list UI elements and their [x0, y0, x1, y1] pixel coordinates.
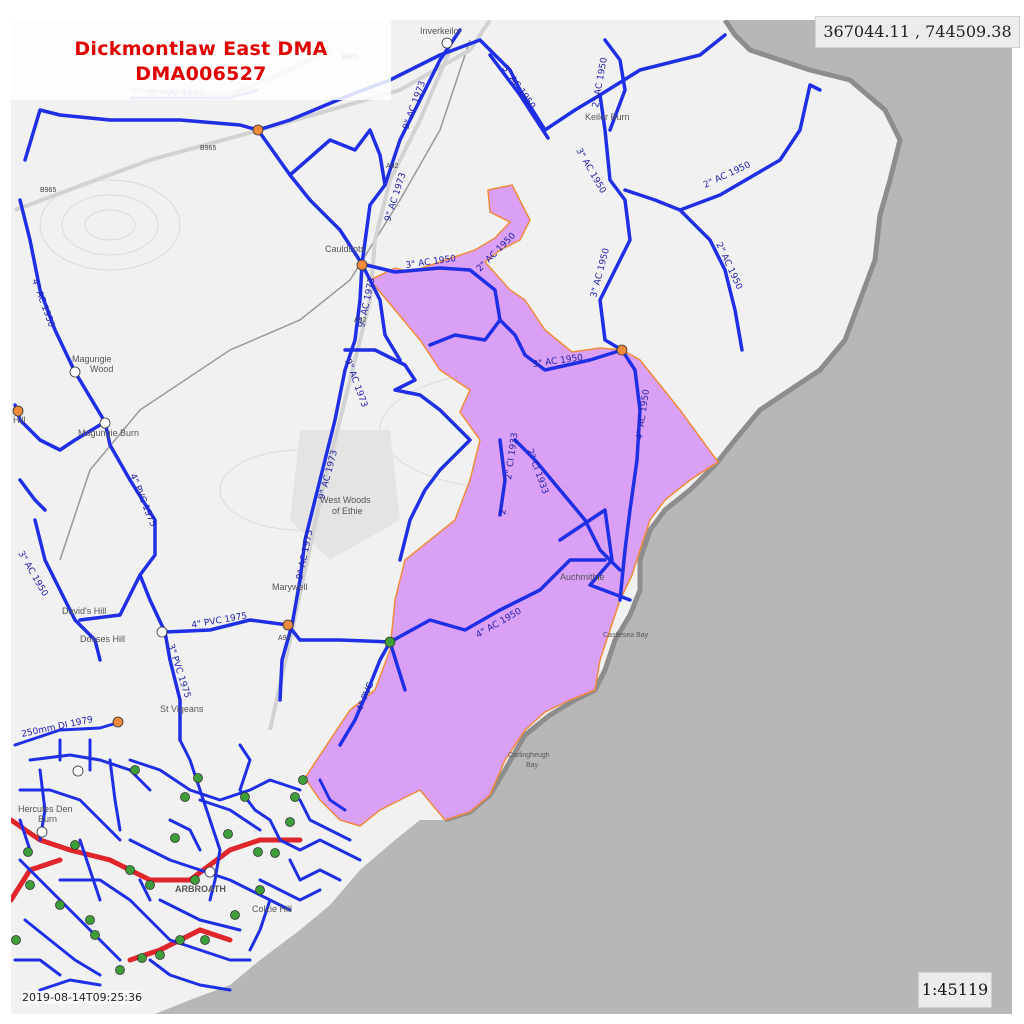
valve-white-marker[interactable] — [441, 37, 453, 49]
pipe-label: 4" AC 1950 — [29, 278, 56, 329]
valve-green-marker[interactable] — [130, 765, 140, 775]
place-label: Carlingheugh — [508, 752, 550, 759]
map-canvas[interactable]: Inverkeilor Keilor Burn Cauldcots Magung… — [11, 20, 1012, 1014]
pipe-label: 2" — [498, 504, 510, 515]
valve-green-marker[interactable] — [23, 847, 33, 857]
valve-white-marker[interactable] — [72, 765, 84, 777]
valve-green-marker[interactable] — [55, 900, 65, 910]
pipe-label: 4" PVC 1975 — [127, 472, 157, 528]
valve-green-marker[interactable] — [125, 865, 135, 875]
railway-line — [59, 39, 471, 561]
valve-green-marker[interactable] — [298, 775, 308, 785]
valve-green-marker[interactable] — [384, 636, 396, 648]
pipe-label: 3" AC 1950 — [573, 147, 607, 196]
place-label: Inverkeilor — [420, 26, 462, 36]
valve-green-marker[interactable] — [145, 880, 155, 890]
coordinate-readout: 367044.11 , 744509.38 — [815, 16, 1020, 48]
map-title-panel: Dickmontlaw East DMA DMA006527 — [11, 20, 391, 100]
map-svg: Inverkeilor Keilor Burn Cauldcots Magung… — [11, 20, 1012, 1014]
valve-green-marker[interactable] — [193, 773, 203, 783]
place-label: Magungie Burn — [78, 428, 139, 438]
valve-white-marker[interactable] — [204, 866, 216, 878]
place-label: Hill — [13, 415, 26, 425]
place-label: of Ethie — [332, 506, 363, 516]
place-label: Colzie Hill — [252, 904, 292, 914]
valve-green-marker[interactable] — [290, 792, 300, 802]
valve-green-marker[interactable] — [137, 953, 147, 963]
valve-green-marker[interactable] — [155, 950, 165, 960]
valve-orange-marker[interactable] — [252, 124, 264, 136]
valve-green-marker[interactable] — [170, 833, 180, 843]
valve-green-marker[interactable] — [270, 848, 280, 858]
sea-area — [155, 20, 1012, 1014]
valve-green-marker[interactable] — [240, 792, 250, 802]
valve-white-marker[interactable] — [36, 826, 48, 838]
valve-green-marker[interactable] — [200, 935, 210, 945]
place-label: Magungie — [72, 354, 112, 364]
valve-green-marker[interactable] — [70, 840, 80, 850]
place-label: Wood — [90, 364, 113, 374]
place-label: Castlesea Bay — [603, 632, 649, 639]
valve-green-marker[interactable] — [180, 792, 190, 802]
place-label: Keilor Burn — [585, 112, 630, 122]
valve-markers — [11, 37, 628, 975]
valve-green-marker[interactable] — [85, 915, 95, 925]
place-label: St Vigeans — [160, 704, 204, 714]
place-label: Auchmithie — [560, 572, 605, 582]
place-labels: Inverkeilor Keilor Burn Cauldcots Magung… — [13, 26, 649, 914]
place-label: West Woods — [320, 495, 371, 505]
woodland-patch — [290, 430, 400, 560]
place-label: Marywell — [272, 582, 308, 592]
place-label: Bay — [526, 762, 539, 769]
coast-cliff — [444, 20, 903, 823]
place-label: David's Hill — [62, 606, 106, 616]
valve-green-marker[interactable] — [223, 829, 233, 839]
valve-orange-marker[interactable] — [356, 259, 368, 271]
place-label: Dosses Hill — [80, 634, 125, 644]
valve-green-marker[interactable] — [190, 875, 200, 885]
road-label: A92 — [354, 317, 367, 324]
place-label: Hercules Den — [18, 804, 73, 814]
pipe-label: 3" AC 1950 — [589, 247, 612, 299]
pipe-label: 2" AC 1950 — [591, 57, 610, 109]
valve-orange-marker[interactable] — [112, 716, 124, 728]
valve-green-marker[interactable] — [115, 965, 125, 975]
valve-green-marker[interactable] — [25, 880, 35, 890]
valve-orange-marker[interactable] — [616, 344, 628, 356]
valve-green-marker[interactable] — [285, 817, 295, 827]
place-label: Cauldcots — [325, 244, 366, 254]
valve-orange-marker[interactable] — [282, 619, 294, 631]
pipe-label: 2" AC 1950 — [702, 160, 752, 191]
valve-orange-marker[interactable] — [12, 405, 24, 417]
place-label: ARBROATH — [175, 884, 226, 894]
valve-green-marker[interactable] — [90, 930, 100, 940]
valve-white-marker[interactable] — [69, 366, 81, 378]
map-scale: 1:45119 — [918, 972, 992, 1008]
timestamp: 2019-08-14T09:25:36 — [22, 991, 143, 1004]
dma-name: Dickmontlaw East DMA — [74, 38, 328, 60]
town-network — [13, 720, 362, 992]
road-label: B965 — [40, 187, 56, 194]
valve-green-marker[interactable] — [11, 935, 21, 945]
dma-id: DMA006527 — [135, 63, 267, 85]
road-label: B965 — [200, 145, 216, 152]
valve-white-marker[interactable] — [99, 417, 111, 429]
road-label: A92 — [278, 635, 291, 642]
valve-white-marker[interactable] — [156, 626, 168, 638]
valve-green-marker[interactable] — [230, 910, 240, 920]
pipe-label: 3" AC 1950 — [500, 64, 537, 112]
valve-green-marker[interactable] — [175, 935, 185, 945]
place-label: Burn — [38, 814, 57, 824]
road-label: A92 — [386, 163, 399, 170]
pipe-label: 9" AC 1973 — [295, 529, 315, 581]
valve-green-marker[interactable] — [253, 847, 263, 857]
valve-green-marker[interactable] — [255, 885, 265, 895]
